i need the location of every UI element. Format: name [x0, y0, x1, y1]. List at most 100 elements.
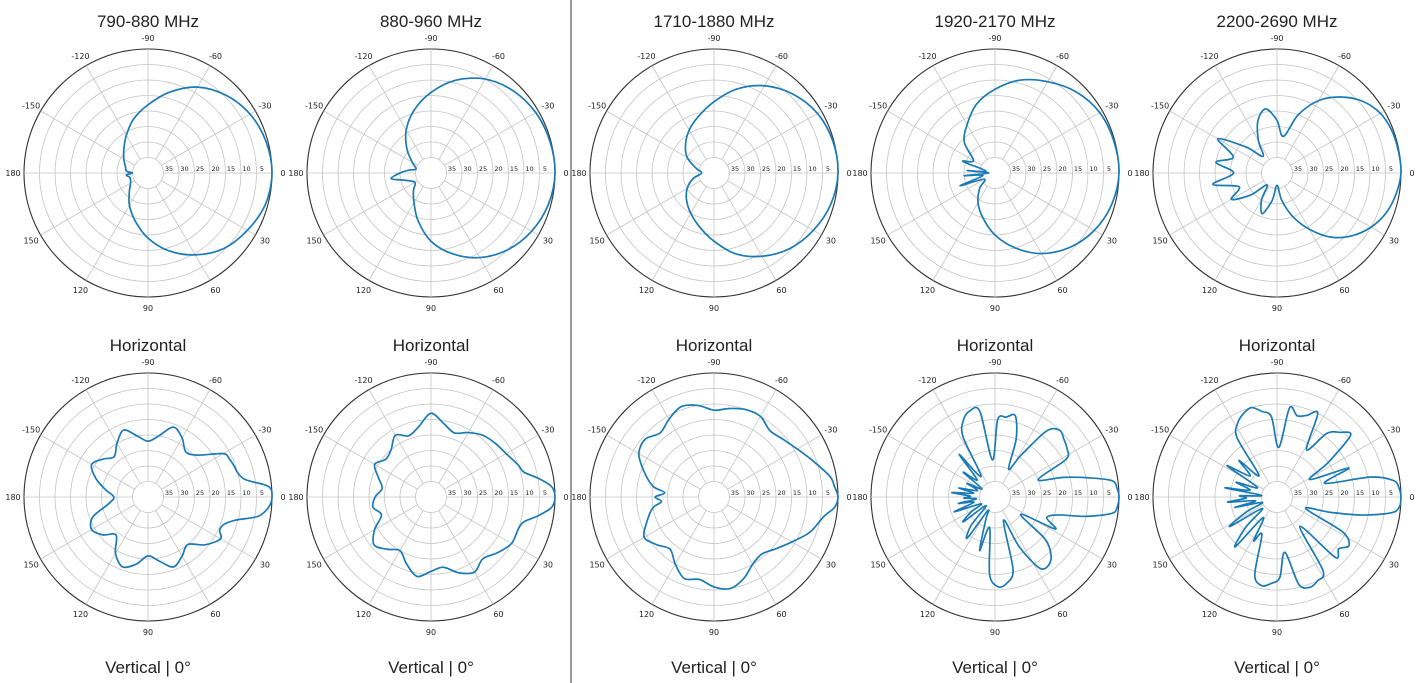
polar-plot-10: -90 -60 -30 0 30 60 90 120 150 180 -150 -120 35 30 25 2…: [1134, 358, 1414, 637]
pattern-curve: [371, 412, 556, 578]
angle-tick-label: -60: [1056, 376, 1069, 385]
angle-tick-label: 30: [260, 561, 270, 570]
grid-spoke: [438, 65, 494, 160]
radial-tick-label: 10: [525, 165, 533, 173]
angle-tick-label: 90: [426, 628, 436, 637]
angle-tick-label: 150: [23, 237, 38, 246]
angle-tick-label: 90: [709, 304, 719, 313]
radial-tick-label: 20: [494, 489, 502, 497]
angle-tick-label: -90: [424, 358, 437, 367]
angle-tick-label: -120: [71, 52, 89, 61]
grid-spoke: [155, 186, 211, 281]
radial-tick-label: 30: [463, 165, 471, 173]
grid-spoke: [651, 186, 707, 281]
angle-tick-label: 120: [920, 286, 935, 295]
radial-tick-label: 30: [180, 165, 188, 173]
radial-tick-label: 30: [746, 165, 754, 173]
grid-spoke: [323, 180, 418, 236]
grid-spoke: [368, 510, 424, 605]
grid-spoke: [727, 504, 822, 560]
radial-tick-label: 25: [1325, 165, 1333, 173]
grid-spoke: [721, 389, 777, 484]
row-label-vertical-3: Vertical | 0°: [671, 658, 757, 677]
grid-spoke: [606, 110, 701, 166]
radial-tick-label: 5: [260, 165, 264, 173]
pattern-curve: [1224, 405, 1402, 589]
angle-tick-label: -30: [1105, 102, 1118, 111]
radial-tick-label: 35: [1294, 489, 1302, 497]
angle-tick-label: 150: [23, 561, 38, 570]
polar-plot-4: 1920-2170 MHz -90 -60 -30 0 30 60 90 120 150 180 -1…: [852, 12, 1132, 313]
angle-tick-label: 0: [846, 169, 851, 178]
radial-tick-label: 35: [731, 165, 739, 173]
radial-tick-label: 25: [1325, 489, 1333, 497]
grid-circle: [698, 157, 730, 189]
radial-tick-label: 15: [510, 489, 518, 497]
radial-tick-label: 20: [211, 489, 219, 497]
angle-tick-label: 150: [1152, 237, 1167, 246]
angle-tick-label: 30: [260, 237, 270, 246]
angle-tick-label: -60: [492, 376, 505, 385]
angle-tick-label: 120: [920, 610, 935, 619]
angle-tick-label: 180: [852, 169, 867, 178]
radial-tick-label: 25: [196, 165, 204, 173]
angle-tick-label: -120: [71, 376, 89, 385]
angle-tick-label: 150: [306, 237, 321, 246]
angle-tick-label: 120: [73, 610, 88, 619]
radial-tick-label: 30: [1309, 489, 1317, 497]
grid-spoke: [444, 434, 539, 490]
angle-tick-label: -60: [1338, 52, 1351, 61]
pattern-curve: [959, 78, 1120, 255]
band-title: 880-960 MHz: [380, 12, 482, 31]
angle-tick-label: 150: [870, 237, 885, 246]
angle-tick-label: -120: [1200, 52, 1218, 61]
angle-tick-label: -60: [775, 376, 788, 385]
angle-tick-label: 60: [1339, 286, 1349, 295]
grid-spoke: [161, 110, 256, 166]
radial-tick-label: 25: [1043, 489, 1051, 497]
radial-tick-label: 5: [826, 489, 830, 497]
grid-spoke: [932, 65, 988, 160]
angle-tick-label: -120: [918, 52, 936, 61]
angle-tick-label: 60: [1339, 610, 1349, 619]
grid-spoke: [1214, 65, 1270, 160]
radial-tick-label: 5: [1107, 489, 1111, 497]
grid-spoke: [368, 65, 424, 160]
angle-tick-label: -150: [305, 426, 323, 435]
angle-tick-label: -30: [824, 102, 837, 111]
angle-tick-label: 180: [571, 169, 586, 178]
angle-tick-label: 90: [426, 304, 436, 313]
grid-spoke: [85, 510, 141, 605]
grid-spoke: [1284, 186, 1340, 281]
radial-tick-label: 10: [242, 165, 250, 173]
grid-spoke: [85, 186, 141, 281]
row-label-horizontal-1: Horizontal: [110, 336, 187, 355]
grid-spoke: [721, 510, 777, 605]
angle-tick-label: 90: [709, 628, 719, 637]
grid-spoke: [887, 180, 982, 236]
angle-tick-label: -90: [424, 34, 437, 43]
grid-spoke: [444, 110, 539, 166]
radial-tick-label: 35: [1012, 165, 1020, 173]
band-title: 1710-1880 MHz: [654, 12, 775, 31]
angle-tick-label: -60: [775, 52, 788, 61]
angle-tick-label: -150: [305, 102, 323, 111]
row-label-horizontal-2: Horizontal: [393, 336, 470, 355]
angle-tick-label: 60: [1057, 610, 1067, 619]
angle-tick-label: -150: [1151, 426, 1169, 435]
angle-tick-label: 30: [543, 561, 553, 570]
grid-spoke: [40, 504, 135, 560]
angle-tick-label: 180: [288, 493, 303, 502]
radial-tick-label: 10: [242, 489, 250, 497]
radial-tick-label: 35: [1294, 165, 1302, 173]
grid-spoke: [438, 389, 494, 484]
grid-spoke: [1284, 65, 1340, 160]
angle-tick-label: 90: [990, 304, 1000, 313]
grid-spoke: [323, 110, 418, 166]
angle-tick-label: -150: [588, 426, 606, 435]
radial-tick-label: 10: [808, 165, 816, 173]
angle-tick-label: -120: [1200, 376, 1218, 385]
angle-tick-label: -90: [988, 358, 1001, 367]
row-label-horizontal-4: Horizontal: [957, 336, 1034, 355]
angle-tick-label: 60: [776, 610, 786, 619]
